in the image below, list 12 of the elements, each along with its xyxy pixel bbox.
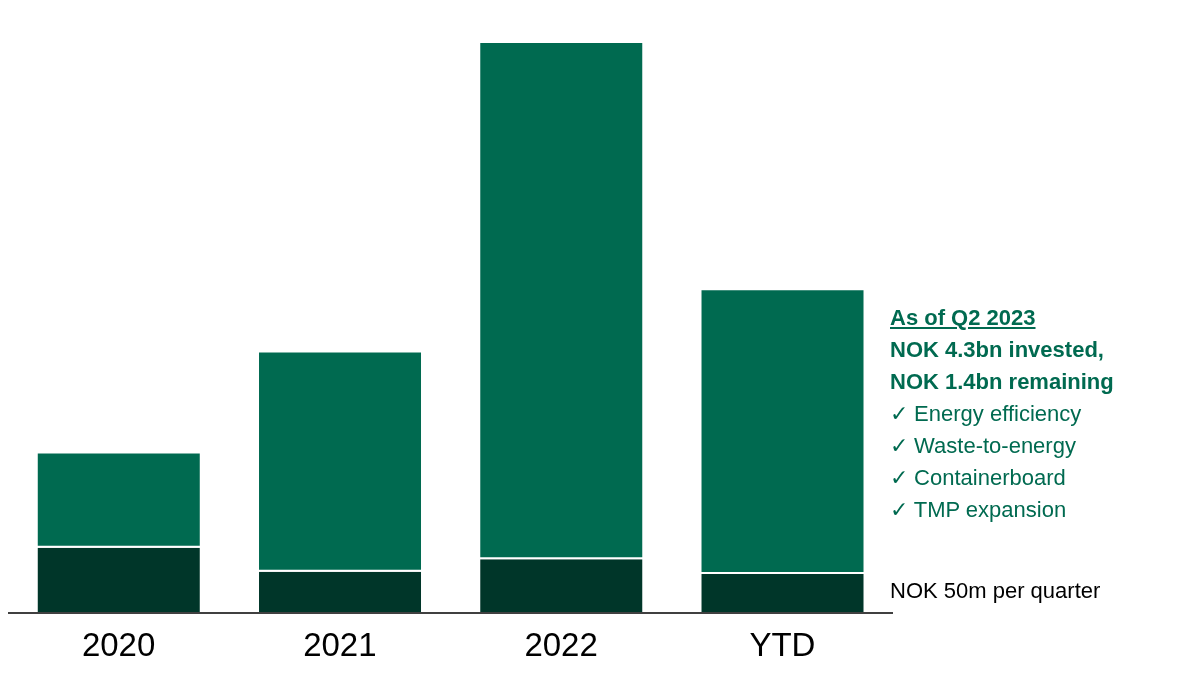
annotation: NOK 50m per quarter — [890, 578, 1101, 604]
annotation: ✓ TMP expansion — [890, 496, 1068, 524]
x-tick-label: 2022 — [524, 626, 598, 664]
annotation: As of Q2 2023 — [890, 304, 1037, 332]
x-tick-label: 2020 — [81, 626, 156, 664]
annotation: NOK 1.4bn remaining — [890, 368, 1114, 396]
annotation: ✓ Energy efficiency — [890, 400, 1083, 428]
annotation: ✓ Containerboard — [890, 464, 1067, 492]
annotation: NOK 4.3bn invested, — [890, 336, 1105, 364]
x-tick-label: 2021 — [303, 626, 377, 664]
x-tick-label: YTD — [749, 626, 816, 664]
annotation: ✓ Waste-to-energy — [890, 432, 1077, 460]
